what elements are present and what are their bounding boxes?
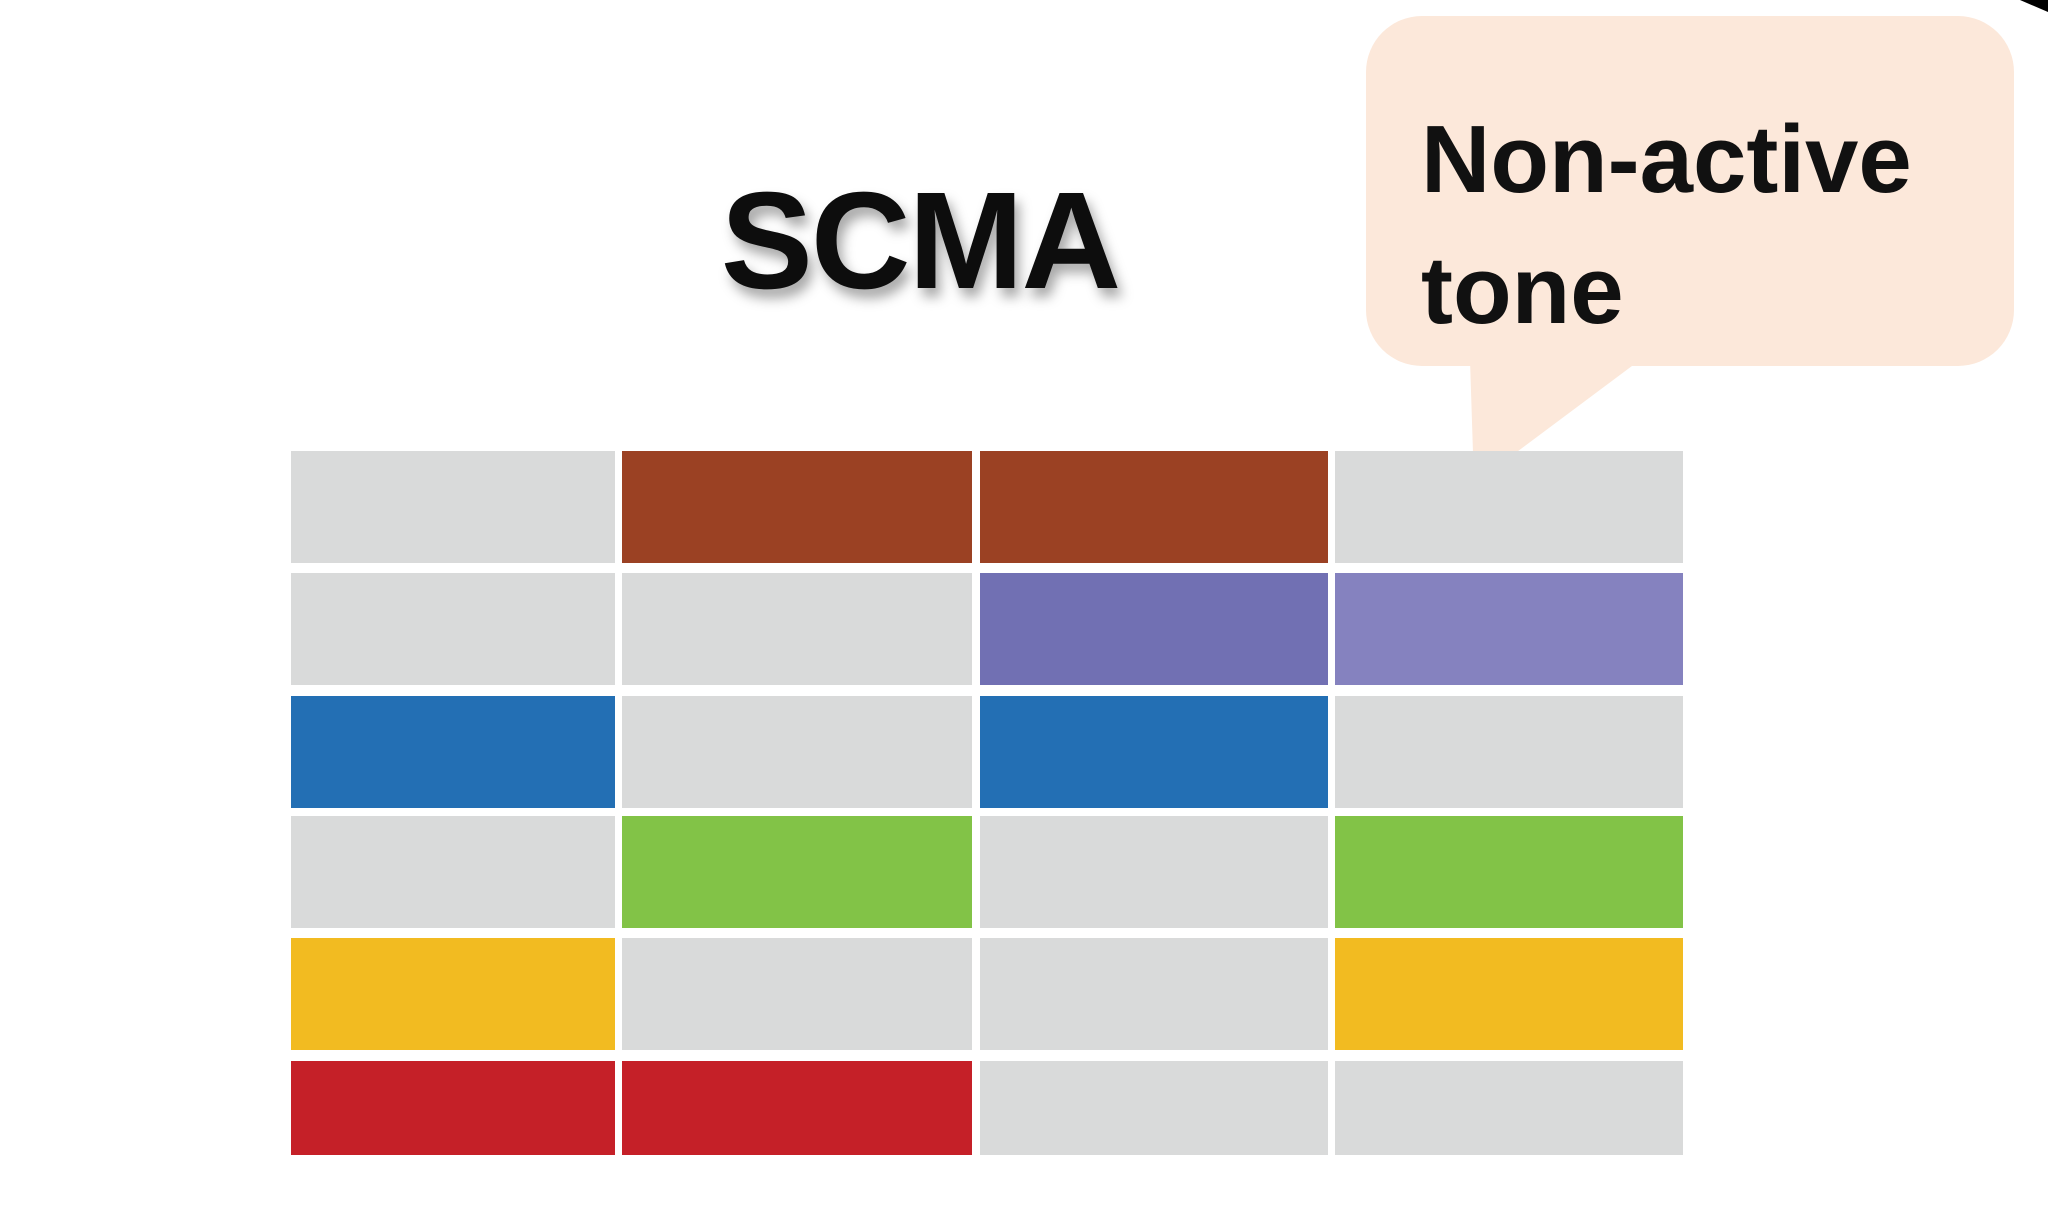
active-tone-cell	[980, 696, 1328, 808]
inactive-tone-cell	[980, 816, 1328, 928]
inactive-tone-cell	[291, 816, 615, 928]
callout-bubble	[1366, 16, 2014, 366]
active-tone-cell	[1335, 938, 1683, 1050]
inactive-tone-cell	[622, 696, 972, 808]
active-tone-cell	[1335, 573, 1683, 685]
corner-arrow-icon	[2020, 0, 2048, 12]
inactive-tone-cell	[291, 451, 615, 563]
active-tone-cell	[622, 816, 972, 928]
callout-line-2: tone	[1421, 236, 1624, 344]
inactive-tone-cell	[622, 573, 972, 685]
inactive-tone-cell	[1335, 451, 1683, 563]
inactive-tone-cell	[622, 938, 972, 1050]
inactive-tone-cell	[1335, 1061, 1683, 1155]
active-tone-cell	[622, 1061, 972, 1155]
inactive-tone-cell	[980, 1061, 1328, 1155]
active-tone-cell	[980, 573, 1328, 685]
inactive-tone-cell	[291, 573, 615, 685]
callout-label: Non-active tone	[1421, 95, 1912, 356]
active-tone-cell	[291, 1061, 615, 1155]
inactive-tone-cell	[980, 938, 1328, 1050]
active-tone-cell	[980, 451, 1328, 563]
inactive-tone-cell	[1335, 696, 1683, 808]
active-tone-cell	[291, 938, 615, 1050]
active-tone-cell	[1335, 816, 1683, 928]
diagram-title: SCMA	[720, 164, 1121, 318]
callout-line-1: Non-active	[1421, 106, 1912, 213]
active-tone-cell	[291, 696, 615, 808]
active-tone-cell	[622, 451, 972, 563]
